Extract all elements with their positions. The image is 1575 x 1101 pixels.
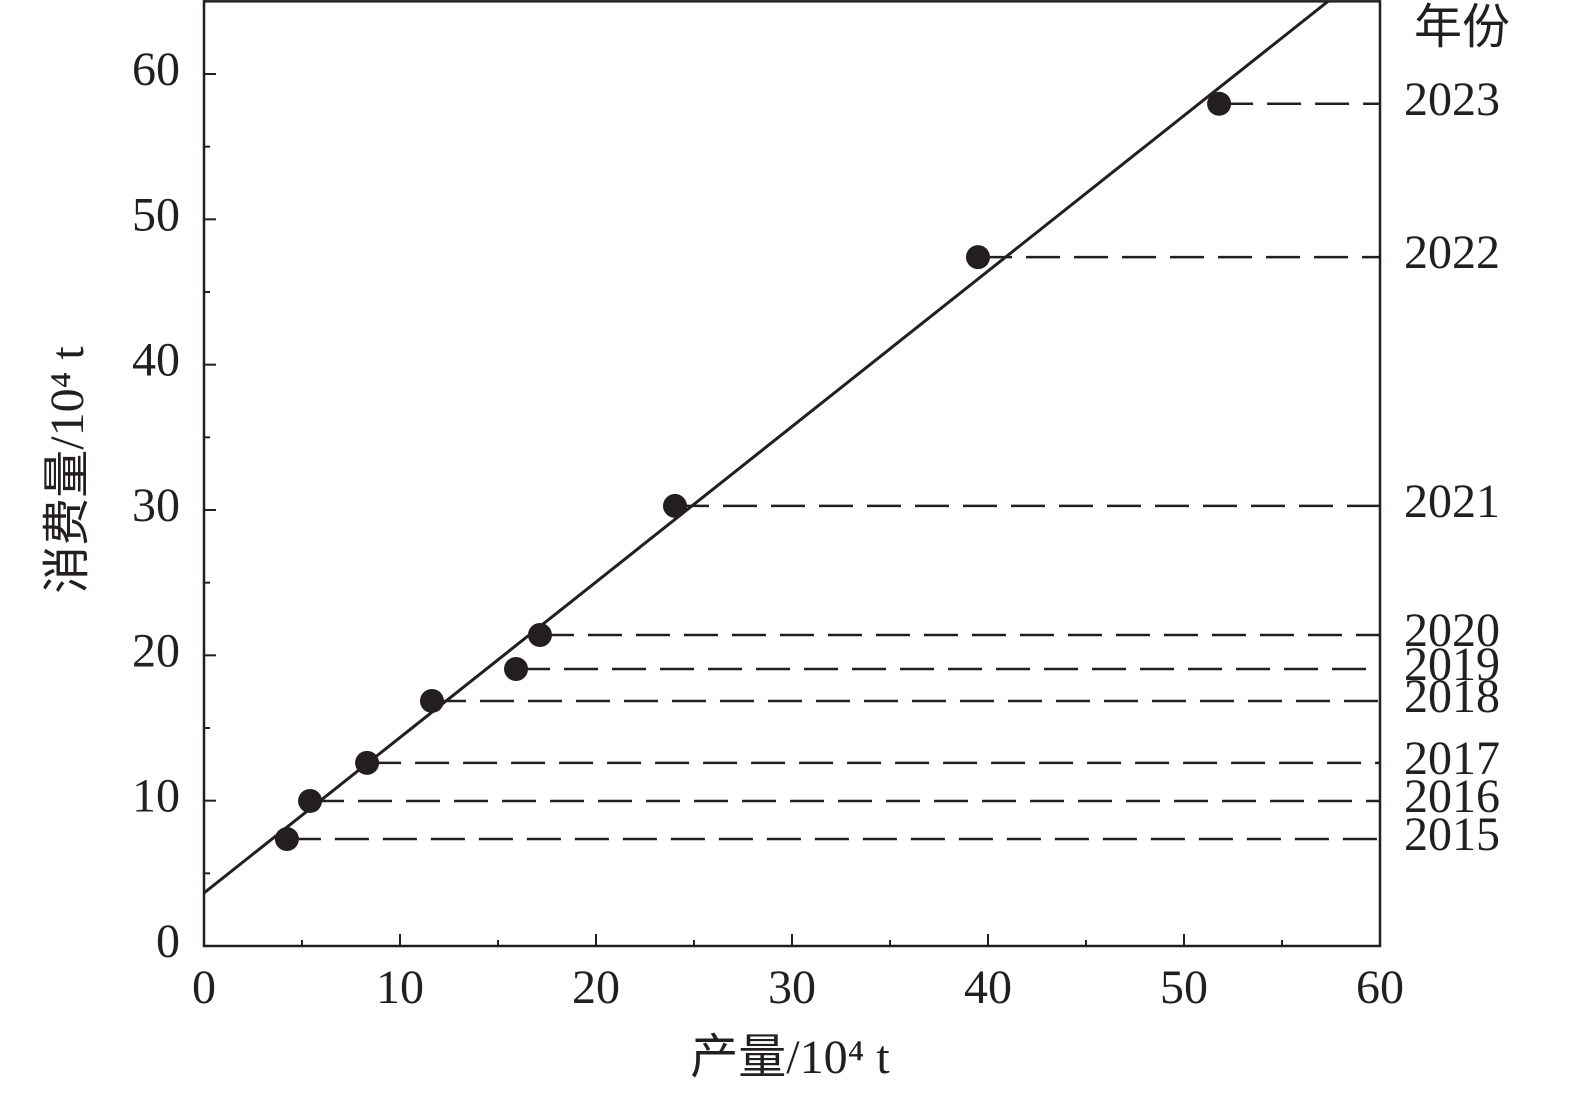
x-tick-label: 10: [376, 961, 424, 1014]
x-tick-label: 30: [768, 961, 816, 1014]
point: [966, 245, 991, 270]
y-tick-label: 40: [132, 334, 180, 387]
year-label: 2022: [1404, 226, 1500, 279]
y-tick-label: 0: [156, 915, 180, 968]
x-tick-label: 50: [1160, 961, 1208, 1014]
year-label: 2018: [1404, 670, 1500, 723]
x-tick-label: 20: [572, 961, 620, 1014]
y-tick-label: 60: [132, 43, 180, 96]
x-axis-label: 产量/10⁴ t: [690, 1031, 890, 1084]
point: [274, 827, 299, 852]
y-tick-label: 10: [132, 770, 180, 823]
point: [504, 656, 529, 681]
point: [298, 788, 323, 813]
point: [662, 493, 687, 518]
x-tick-label: 0: [192, 961, 216, 1014]
x-tick-label: 40: [964, 961, 1012, 1014]
x-tick-label: 60: [1356, 961, 1404, 1014]
year-label: 2023: [1404, 73, 1500, 126]
y-tick-label: 30: [132, 479, 180, 532]
legend-title: 年份: [1414, 1, 1510, 54]
y-tick-label: 50: [132, 188, 180, 241]
fit-line: [203, 0, 1329, 895]
year-label: 2017: [1404, 732, 1500, 785]
plot-frame: [202, 0, 1382, 948]
point: [419, 688, 444, 713]
point: [355, 750, 380, 775]
y-tick-label: 20: [132, 624, 180, 677]
year-label: 2016: [1404, 770, 1500, 823]
year-label: 2015: [1404, 808, 1500, 861]
y-axis-label: 消费量/10⁴ t: [41, 346, 94, 594]
year-label: 2019: [1404, 638, 1500, 691]
year-label: 2020: [1404, 604, 1500, 657]
point: [1207, 91, 1232, 116]
point: [527, 622, 552, 647]
year-label: 2021: [1404, 475, 1500, 528]
